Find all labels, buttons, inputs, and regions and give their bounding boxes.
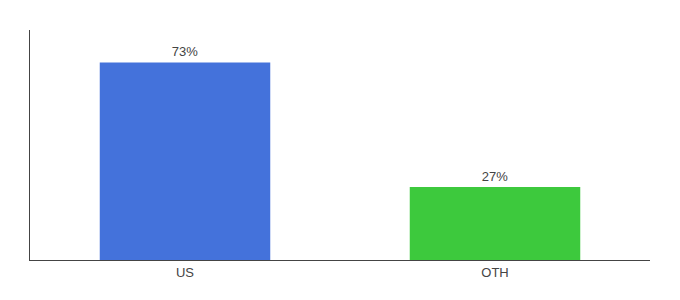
svg-text:27%: 27%	[482, 169, 508, 184]
svg-text:OTH: OTH	[481, 265, 508, 280]
svg-text:US: US	[176, 265, 194, 280]
svg-text:73%: 73%	[172, 44, 198, 59]
